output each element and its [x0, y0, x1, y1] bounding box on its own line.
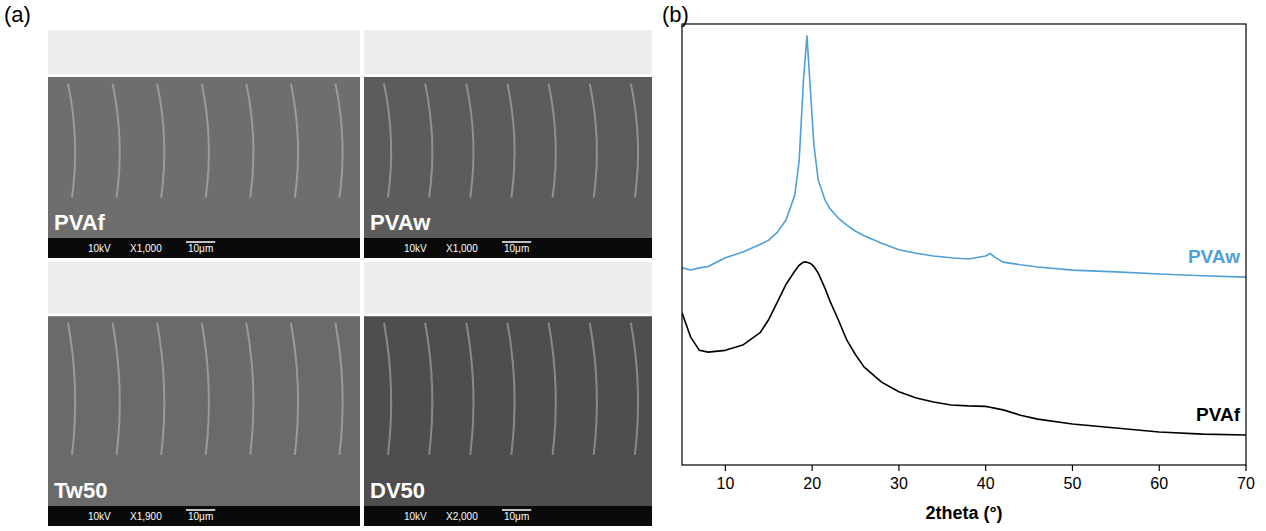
sem-scale: 10μm: [188, 511, 213, 522]
sem-sample: [48, 262, 360, 526]
sem-background: [364, 30, 652, 76]
sem-scale-bar: [502, 241, 531, 243]
sem-info-bar: [364, 238, 652, 258]
sem-texture: [590, 323, 597, 455]
sem-texture: [291, 323, 298, 455]
sem-magnification: X1,000: [130, 243, 162, 254]
sem-texture: [113, 323, 120, 455]
sem-content: [48, 30, 360, 258]
sem-texture: [68, 323, 75, 455]
x-tick: [812, 465, 813, 471]
x-tick-label: 30: [890, 475, 908, 492]
sem-label: PVAf: [54, 210, 106, 235]
sem-texture: [113, 84, 120, 198]
sem-texture: [157, 84, 164, 198]
sem-texture: [157, 323, 164, 455]
sem-edge: [48, 74, 360, 77]
x-tick-label: 70: [1237, 475, 1255, 492]
x-tick: [1245, 465, 1246, 471]
sem-scale-bar: [502, 509, 531, 511]
sem-texture: [549, 84, 556, 198]
sem-texture: [246, 84, 253, 198]
sem-texture: [202, 84, 209, 198]
sem-label: DV50: [370, 478, 425, 503]
panel-letter: (a): [4, 2, 31, 27]
sem-image: DV50 10kV X2,000 10μm: [364, 262, 652, 526]
sem-image: PVAw 10kV X1,000 10μm: [364, 30, 652, 258]
sem-texture: [335, 323, 342, 455]
plot-frame: [682, 24, 1246, 465]
sem-background: [48, 262, 360, 315]
sem-sample: [48, 30, 360, 258]
sem-label: Tw50: [54, 478, 107, 503]
sem-scale: 10μm: [504, 511, 529, 522]
sem-info-bar: [48, 506, 360, 526]
panel-letter: (b): [662, 2, 689, 27]
sem-content: [48, 262, 360, 526]
sem-image: PVAf 10kV X1,000 10μm: [48, 30, 360, 258]
sem-voltage: 10kV: [404, 243, 427, 254]
sem-label: PVAw: [370, 210, 431, 235]
sem-content: [364, 30, 652, 258]
x-tick: [1159, 465, 1160, 471]
sem-scale-bar: [186, 241, 215, 243]
sem-scale-bar: [186, 509, 215, 511]
sem-info-bar: [48, 238, 360, 258]
sem-texture: [507, 323, 514, 455]
xrd-line: [682, 262, 1246, 435]
x-tick: [898, 465, 899, 471]
sem-voltage: 10kV: [88, 511, 111, 522]
sem-texture: [631, 84, 638, 198]
series-label: PVAf: [1196, 404, 1241, 425]
sem-texture: [68, 84, 75, 198]
sem-magnification: X1,000: [446, 243, 478, 254]
sem-voltage: 10kV: [88, 243, 111, 254]
sem-info-bar: [364, 506, 652, 526]
sem-texture: [507, 84, 514, 198]
sem-texture: [384, 323, 391, 455]
x-tick: [725, 465, 726, 471]
figure: (a) (b) PVAf 10kV X1,000 10μm PVAw 10kV X1,000 10…: [0, 0, 1266, 531]
sem-texture: [335, 84, 342, 198]
sem-texture: [466, 84, 473, 198]
sem-edge: [364, 74, 652, 77]
sem-scale: 10μm: [188, 243, 213, 254]
x-tick-label: 60: [1150, 475, 1168, 492]
sem-magnification: X1,900: [130, 511, 162, 522]
x-tick-label: 10: [716, 475, 734, 492]
x-tick-label: 50: [1064, 475, 1082, 492]
sem-background: [48, 30, 360, 76]
sem-texture: [631, 323, 638, 455]
sem-edge: [48, 313, 360, 316]
xrd-line: [682, 36, 1246, 277]
sem-texture: [466, 323, 473, 455]
plot-lines: [682, 36, 1246, 435]
sem-texture: [425, 84, 432, 198]
sem-texture: [291, 84, 298, 198]
sem-texture: [425, 323, 432, 455]
sem-texture: [202, 323, 209, 455]
sem-texture: [384, 84, 391, 198]
background: [0, 0, 1266, 531]
x-tick: [1072, 465, 1073, 471]
sem-image: Tw50 10kV X1,900 10μm: [48, 262, 360, 526]
x-tick-label: 40: [977, 475, 995, 492]
sem-background: [364, 262, 652, 315]
sem-sample: [364, 30, 652, 258]
sem-magnification: X2,000: [446, 511, 478, 522]
sem-texture: [246, 323, 253, 455]
sem-scale: 10μm: [504, 243, 529, 254]
sem-content: [364, 262, 652, 526]
x-axis-title: 2theta (°): [925, 503, 1002, 523]
sem-sample: [364, 262, 652, 526]
x-tick: [985, 465, 986, 471]
x-tick-label: 20: [803, 475, 821, 492]
sem-texture: [590, 84, 597, 198]
sem-texture: [549, 323, 556, 455]
sem-edge: [364, 313, 652, 316]
sem-voltage: 10kV: [404, 511, 427, 522]
series-label: PVAw: [1188, 246, 1240, 267]
